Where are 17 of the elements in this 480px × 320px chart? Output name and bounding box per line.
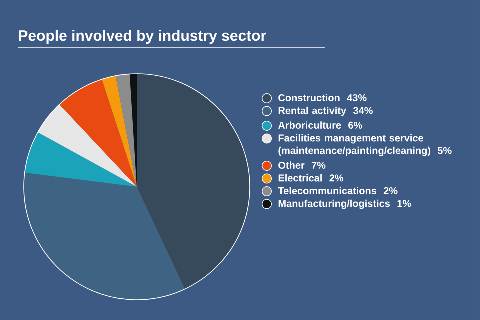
legend-label: Electrical [278, 174, 322, 182]
data-label: 43% [347, 94, 367, 102]
data-label: 6% [348, 122, 362, 130]
legend-label: Telecommunications [278, 187, 377, 195]
data-label: 7% [312, 162, 326, 169]
legend-label: Other [278, 162, 305, 170]
data-label: 1% [398, 200, 412, 208]
data-label: 2% [384, 187, 398, 194]
data-label: 2% [330, 174, 344, 182]
data-label: 5% [438, 147, 452, 154]
legend-label: Rental activity [278, 106, 346, 116]
legend-label: Construction [278, 94, 340, 102]
chart-title: People involved by industry sector [19, 30, 266, 44]
data-label: 34% [353, 107, 373, 114]
legend-label: Arboriculture [278, 122, 342, 130]
legend-label: Manufacturing/logistics [278, 200, 390, 210]
legend-label: Facilities management service (maintenance/painting/cleaning) [278, 134, 431, 156]
